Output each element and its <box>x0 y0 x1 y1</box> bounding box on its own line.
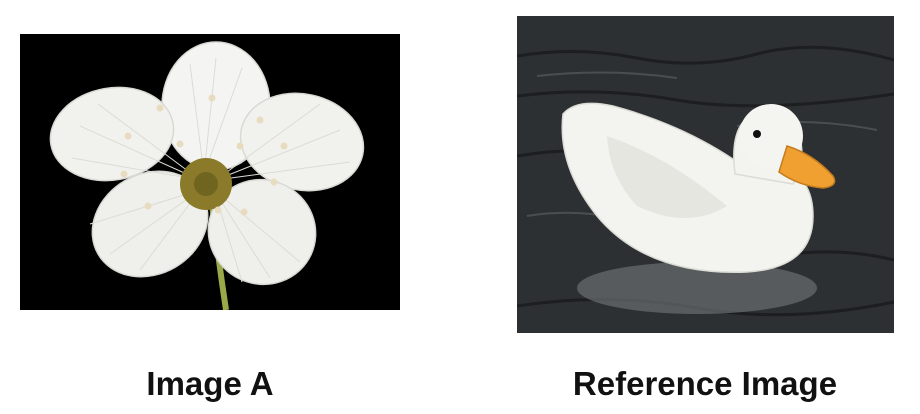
duck-reflection <box>577 262 817 314</box>
duck-eye <box>753 130 761 138</box>
reference-duck-photo <box>517 16 894 333</box>
flower-image <box>20 34 400 310</box>
image-a-flower-photo <box>20 34 400 310</box>
flower-stamens <box>120 94 288 216</box>
duck-wing <box>607 136 727 218</box>
duck-image <box>517 16 894 333</box>
flower-petals <box>49 41 365 286</box>
duck-beak <box>778 145 836 189</box>
reference-image-caption: Reference Image <box>572 365 838 402</box>
image-a-caption: Image A <box>146 365 274 402</box>
